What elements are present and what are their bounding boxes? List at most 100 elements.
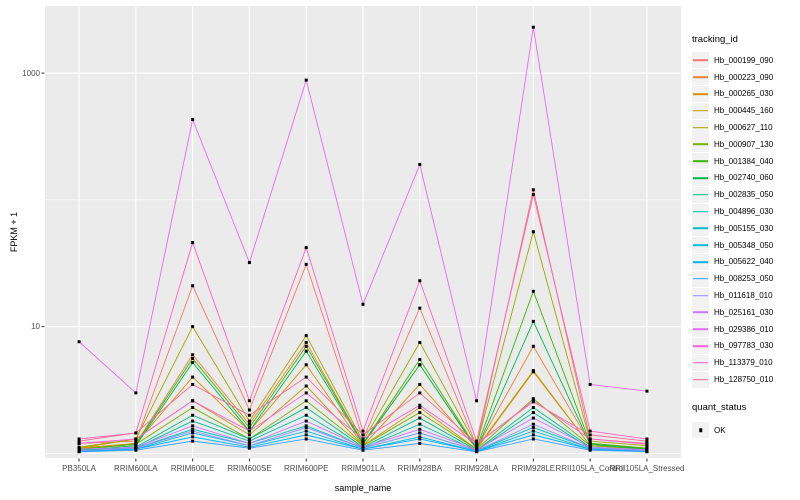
black-square-point-icon [698,428,703,433]
data-point [588,445,592,449]
data-point [134,439,138,443]
x-tick-label: PB350LA [62,464,96,473]
legend-key-box [692,321,709,338]
data-point [77,439,81,443]
legend-item: Hb_005155_030 [692,220,773,237]
legend-color-line-icon [693,244,708,246]
legend-color-line-icon [693,76,708,78]
data-point [645,437,649,441]
data-point [77,437,81,441]
legend-item-label: Hb_004896_030 [714,207,774,217]
x-tick-label: RRIM600PE [283,464,329,473]
data-point [304,349,308,353]
legend-key-box [692,287,709,304]
data-point [531,437,535,441]
legend-color-line-icon [693,59,708,62]
legend-item: Hb_000445_160 [692,102,773,119]
legend-key-box [692,253,709,270]
data-point [247,444,251,448]
x-tick-label: RRIM928LA [454,464,499,473]
legend-color-line-icon [693,311,708,314]
legend-item: Hb_025161_030 [692,304,773,321]
data-point [304,433,308,437]
legend-item-label: Hb_000627_110 [714,123,773,133]
data-point [588,442,592,446]
data-point [531,25,535,29]
y-axis-title: FPKM + 1 [9,211,19,253]
legend-key-box [692,220,709,237]
data-point [191,284,195,288]
data-point [531,426,535,430]
legend-key-box [692,136,709,153]
legend-item-label: Hb_002740_060 [714,173,774,183]
legend-item: Hb_001384_040 [692,153,773,170]
legend-item-label: Hb_128750_010 [714,375,774,385]
legend-color-line-icon [693,345,708,347]
legend-item-label: Hb_000223_090 [714,72,774,82]
data-point [418,391,422,395]
data-point [304,413,308,417]
data-point [531,344,535,348]
legend-key-box [692,237,709,254]
data-point [77,340,81,344]
legend-key-box [692,304,709,321]
data-point [645,442,649,446]
data-point [304,344,308,348]
x-tick-label: RRIM600SE [227,464,272,473]
legend-item-label: Hb_005622_040 [714,257,774,267]
data-point [531,429,535,433]
data-point [134,445,138,449]
data-point [531,230,535,234]
legend-item-label: Hb_000265_030 [714,89,774,99]
legend-key-box [692,102,709,119]
data-point [191,325,195,329]
x-tick-label: RRIM600LA [114,464,158,473]
data-point [361,439,365,443]
data-point [247,422,251,426]
legend-color-line-icon [693,109,708,112]
data-point [531,416,535,420]
legend-item-label: Hb_011618_010 [714,291,773,301]
data-point [191,118,195,122]
data-point [247,399,251,403]
data-point [191,427,195,431]
legend-item-label: Hb_002835_050 [714,190,774,200]
data-point [191,424,195,428]
data-point [418,279,422,283]
legend-item: Hb_005622_040 [692,253,774,271]
legend-color-line-icon [693,126,708,129]
data-point [304,399,308,403]
x-tick-label: RRIM928LE [511,464,556,473]
data-point [304,437,308,441]
data-point [304,262,308,266]
legend-key-box [692,119,709,136]
data-point [247,419,251,423]
x-tick-label: RRIM901LA [341,464,385,473]
legend-color-line-icon [693,294,708,297]
data-point [361,429,365,433]
legend-item: Hb_029386_010 [692,321,773,338]
legend-key-box [692,270,709,287]
data-point [134,431,138,435]
legend-key-box [692,85,709,102]
data-point [247,413,251,417]
legend-item: Hb_000907_130 [692,136,773,153]
data-point [304,429,308,433]
data-point [588,448,592,452]
data-point [645,389,649,393]
data-point [304,363,308,367]
data-point [361,448,365,452]
data-point [588,433,592,437]
data-point [191,406,195,410]
data-point [531,411,535,415]
data-point [475,399,479,403]
data-point [531,289,535,293]
data-point [588,429,592,433]
data-point [418,411,422,415]
data-point [304,375,308,379]
legend-color-line-icon [693,143,708,146]
data-point [77,447,81,451]
legend-item-label: Hb_001384_040 [714,156,774,166]
data-point [531,188,535,192]
